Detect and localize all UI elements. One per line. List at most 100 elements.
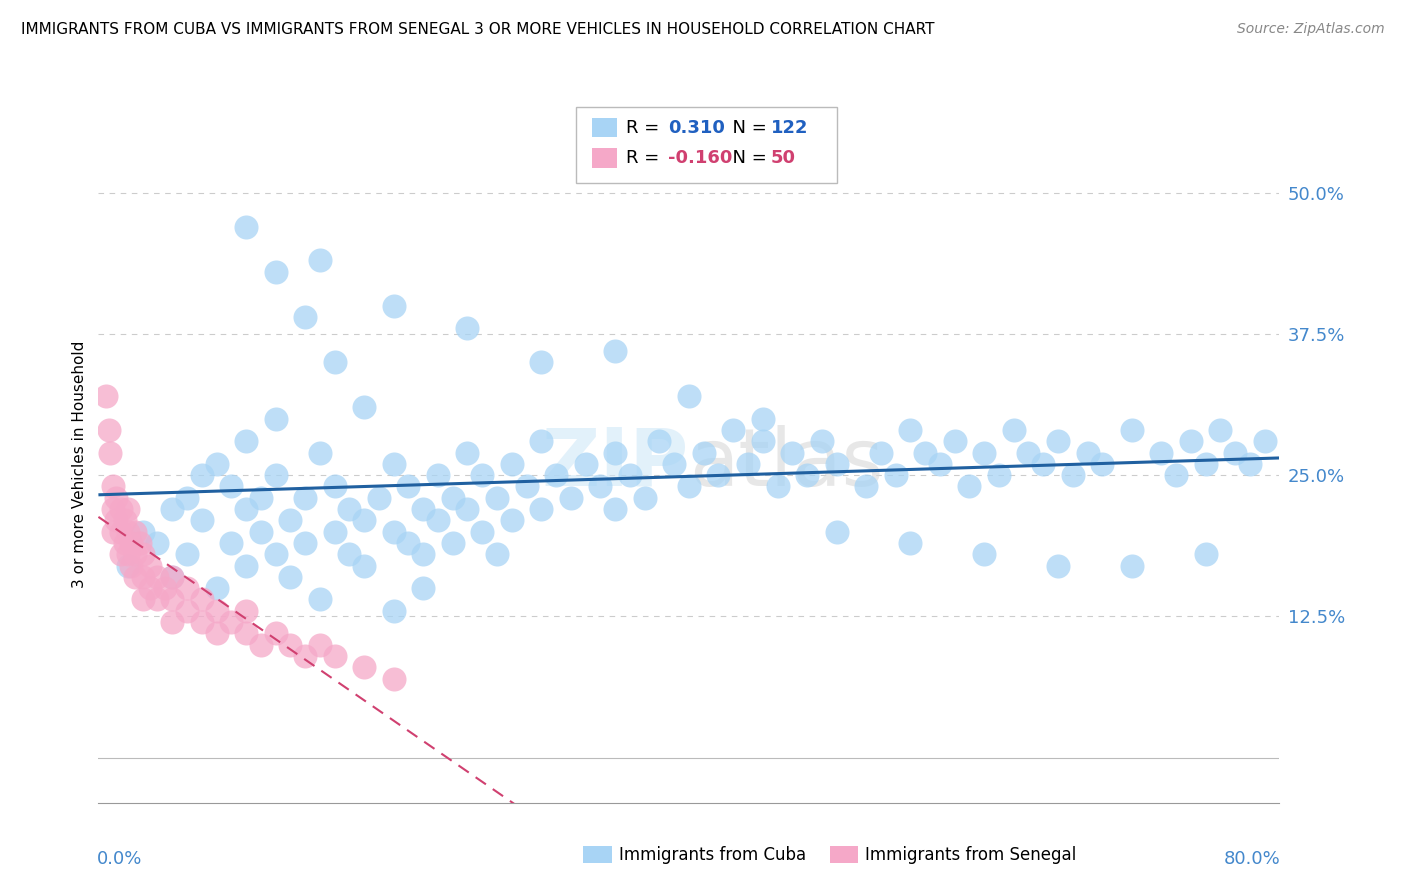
Point (530, 434, 553, 449)
Text: IMMIGRANTS FROM CUBA VS IMMIGRANTS FROM SENEGAL 3 OR MORE VEHICLES IN HOUSEHOLD : IMMIGRANTS FROM CUBA VS IMMIGRANTS FROM … (21, 22, 935, 37)
Point (678, 479, 700, 493)
Point (132, 592, 155, 607)
Point (427, 513, 450, 527)
Point (1046, 558, 1069, 573)
Text: N =: N = (721, 119, 773, 136)
Point (605, 502, 627, 516)
Point (884, 468, 907, 483)
Point (427, 468, 450, 483)
Point (323, 479, 346, 493)
Point (205, 581, 228, 595)
Point (162, 570, 183, 584)
Point (235, 558, 257, 573)
Point (751, 434, 773, 449)
Point (855, 479, 877, 493)
Point (869, 445, 891, 459)
Point (441, 491, 464, 505)
Point (105, 513, 128, 527)
Point (146, 592, 169, 607)
Point (664, 457, 686, 471)
Point (278, 570, 302, 584)
Point (1062, 468, 1084, 483)
Point (132, 570, 155, 584)
Point (382, 457, 405, 471)
Point (900, 536, 922, 550)
Point (560, 491, 582, 505)
Point (619, 468, 641, 483)
Point (191, 468, 214, 483)
Point (1223, 445, 1246, 459)
Point (353, 660, 375, 674)
Text: R =: R = (626, 119, 665, 136)
Point (309, 638, 332, 652)
Point (337, 502, 360, 516)
Point (278, 638, 302, 652)
Point (132, 547, 155, 561)
Point (162, 502, 183, 516)
Text: Immigrants from Senegal: Immigrants from Senegal (865, 846, 1076, 863)
Point (205, 604, 228, 618)
Point (751, 411, 773, 425)
Point (530, 355, 553, 369)
Point (382, 524, 405, 539)
Point (1077, 445, 1099, 459)
Point (396, 536, 419, 550)
Point (456, 445, 478, 459)
Point (176, 604, 198, 618)
Point (191, 615, 214, 629)
Point (1195, 457, 1218, 471)
Text: 0.0%: 0.0% (97, 850, 142, 868)
Point (132, 524, 155, 539)
Point (1254, 434, 1277, 449)
Point (235, 626, 257, 640)
Point (117, 524, 139, 539)
Point (1046, 434, 1069, 449)
Point (176, 581, 198, 595)
Point (235, 219, 257, 234)
Point (928, 457, 950, 471)
Point (382, 672, 405, 686)
Point (110, 524, 132, 539)
Point (117, 502, 139, 516)
Point (1017, 445, 1039, 459)
Point (114, 536, 136, 550)
Point (1195, 547, 1218, 561)
Point (235, 604, 257, 618)
Point (766, 479, 789, 493)
Point (973, 445, 995, 459)
Point (382, 604, 405, 618)
Point (117, 547, 139, 561)
Point (501, 457, 523, 471)
Point (117, 558, 139, 573)
Point (471, 524, 494, 539)
Text: 80.0%: 80.0% (1223, 850, 1281, 868)
Point (110, 547, 132, 561)
Point (103, 502, 125, 516)
Point (693, 445, 716, 459)
Point (219, 479, 242, 493)
Point (162, 570, 183, 584)
Point (1121, 423, 1143, 437)
Point (146, 570, 169, 584)
Point (250, 491, 273, 505)
Point (219, 615, 242, 629)
Point (128, 536, 150, 550)
Point (1032, 457, 1054, 471)
Text: ZIP: ZIP (541, 425, 689, 503)
Text: R =: R = (626, 149, 665, 167)
Point (530, 502, 553, 516)
Text: N =: N = (721, 149, 773, 167)
Point (574, 457, 596, 471)
Point (721, 423, 744, 437)
Point (264, 547, 287, 561)
Point (900, 423, 922, 437)
Point (264, 411, 287, 425)
Point (278, 513, 302, 527)
Point (153, 581, 176, 595)
Point (486, 547, 509, 561)
Point (191, 592, 214, 607)
Point (441, 536, 464, 550)
Text: -0.160: -0.160 (668, 149, 733, 167)
Point (471, 468, 494, 483)
Point (294, 491, 316, 505)
